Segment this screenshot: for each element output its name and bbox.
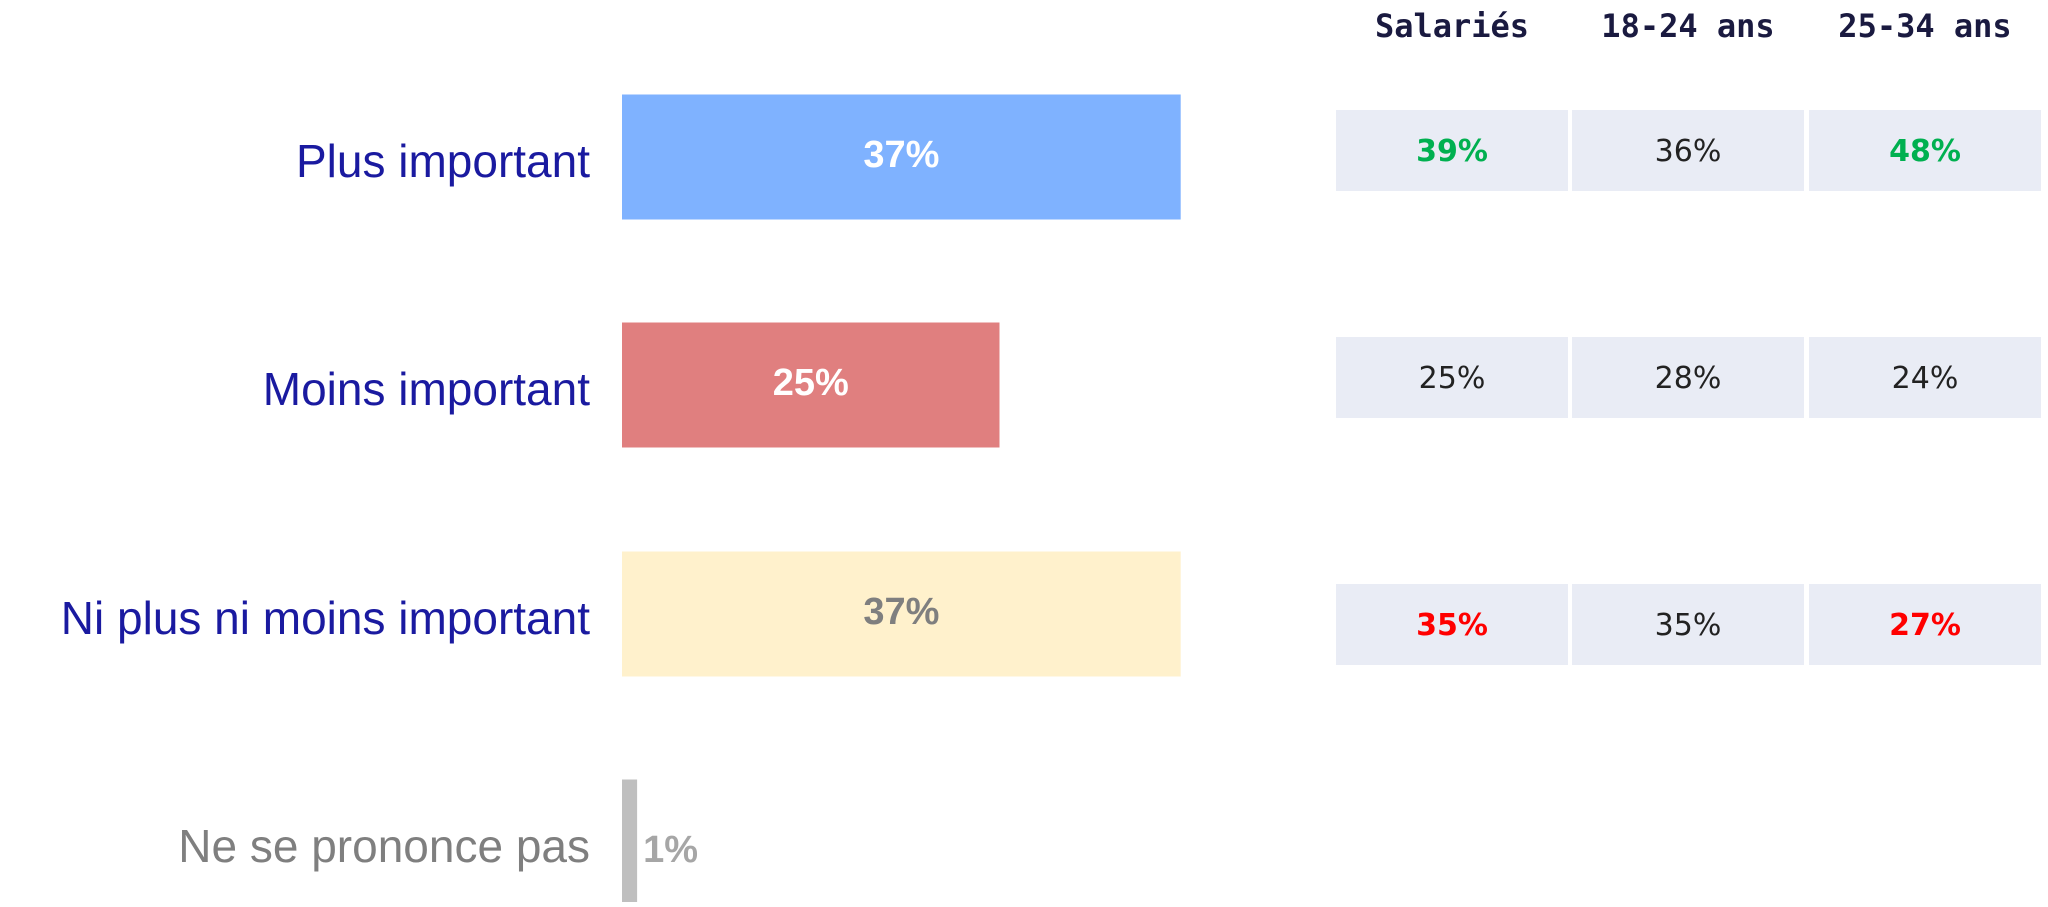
category-label: Moins important <box>263 363 590 415</box>
cell-text: 39% <box>1416 134 1488 169</box>
cell-text: 48% <box>1889 134 1961 169</box>
bar <box>622 94 1181 220</box>
cell-text: 35% <box>1416 608 1488 643</box>
table-cell <box>1809 110 2041 191</box>
cell-text: 28% <box>1655 361 1722 396</box>
table-cell <box>1336 337 1568 418</box>
category-label: Plus important <box>296 135 590 187</box>
cell-text: 25% <box>1419 361 1486 396</box>
bar <box>622 779 638 905</box>
cell-text: 35% <box>1655 608 1722 643</box>
category-label: Ne se prononce pas <box>178 820 590 872</box>
value-label: 37% <box>863 591 939 633</box>
table-cell <box>1572 584 1804 665</box>
table-cell <box>1336 110 1568 191</box>
category-label: Ni plus ni moins important <box>61 592 590 644</box>
table-cell <box>1572 337 1804 418</box>
cell-text: 24% <box>1892 361 1959 396</box>
value-label: 1% <box>643 829 698 871</box>
column-header: Salariés <box>1375 7 1529 45</box>
value-label: 37% <box>863 134 939 176</box>
column-header: 25-34 ans <box>1838 7 2011 45</box>
bar <box>622 322 1000 448</box>
table-cell <box>1336 584 1568 665</box>
value-label: 25% <box>773 362 849 404</box>
table-cell <box>1809 584 2041 665</box>
bar <box>622 551 1181 677</box>
table-cell <box>1572 110 1804 191</box>
column-header: 18-24 ans <box>1601 7 1774 45</box>
table-cell <box>1809 337 2041 418</box>
cell-text: 27% <box>1889 608 1961 643</box>
cell-text: 36% <box>1655 134 1722 169</box>
